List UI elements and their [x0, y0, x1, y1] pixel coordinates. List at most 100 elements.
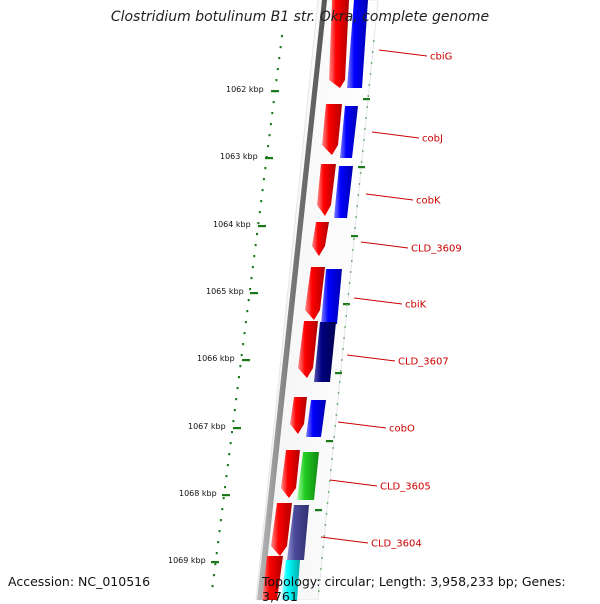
scale-dot: [247, 299, 250, 302]
gene-label[interactable]: cbiK: [405, 300, 427, 311]
track-dashes: [315, 40, 375, 592]
gene-leader-line: [365, 193, 414, 201]
track-edge-dot: [320, 568, 322, 570]
cds-block[interactable]: [287, 505, 309, 560]
scale-dot: [261, 189, 264, 192]
scale-dot: [275, 79, 278, 82]
track-edge-dot: [362, 150, 364, 152]
scale-dot: [233, 409, 236, 412]
gene-label[interactable]: CLD_3604: [371, 539, 422, 550]
scale-tick: [250, 292, 258, 295]
scale-dot: [257, 222, 260, 225]
scale-tick-label: 1062 kbp: [226, 85, 264, 94]
track-edge-dot: [330, 469, 332, 471]
track-edge-dot: [341, 359, 343, 361]
scale-dot: [278, 57, 281, 60]
track-dash: [315, 509, 322, 512]
scale-dots: [211, 35, 283, 588]
genome-backbone: [257, 0, 327, 600]
track-edge-dot: [334, 425, 336, 427]
track-edge-dot: [332, 447, 334, 449]
scale-dot: [235, 398, 238, 401]
scale-dot: [242, 343, 245, 346]
cds-arrow[interactable]: [305, 267, 325, 320]
scale-dot: [256, 233, 259, 236]
scale-dot: [281, 35, 283, 38]
track-edge-dot: [353, 238, 355, 240]
gene-label[interactable]: CLD_3605: [380, 482, 431, 493]
cds-block[interactable]: [334, 166, 353, 218]
cds-block[interactable]: [340, 106, 358, 158]
gene-leader-line: [337, 421, 387, 429]
track-edge-dot: [344, 326, 346, 328]
cds-block[interactable]: [314, 322, 336, 382]
track-edge-dot: [371, 51, 374, 53]
track-edge-dot: [336, 403, 339, 405]
scale-dot: [222, 497, 225, 500]
scale-dot: [226, 464, 229, 467]
cds-arrow[interactable]: [271, 503, 292, 556]
gene-label[interactable]: cobO: [389, 424, 415, 435]
scale-dot: [240, 354, 243, 357]
track-edge-dot: [370, 62, 373, 64]
cds-arrow[interactable]: [322, 104, 342, 155]
track-edge-dot: [326, 502, 329, 504]
cds-block[interactable]: [347, 0, 368, 88]
gene-leader-line: [378, 49, 428, 57]
track-edge-dot: [351, 260, 353, 262]
track-edge-dot: [346, 304, 349, 306]
gene-label[interactable]: cobK: [416, 196, 441, 207]
cds-arrow[interactable]: [281, 450, 300, 498]
track-edge-dot: [343, 337, 345, 339]
track-edge-dot: [342, 348, 344, 350]
cds-block[interactable]: [321, 269, 342, 324]
track-edge-dot: [348, 282, 351, 284]
scale-tick-label: 1067 kbp: [188, 422, 226, 431]
track-edge-dot: [364, 128, 366, 130]
track-edge-dot: [331, 458, 333, 460]
gene-leader-line: [346, 354, 396, 362]
cds-arrow[interactable]: [317, 164, 336, 216]
cds-block[interactable]: [281, 560, 300, 600]
scale-dot: [228, 453, 231, 456]
track-edge-dot: [329, 480, 331, 482]
scale-dot: [260, 200, 263, 203]
track-edge-dot: [338, 381, 341, 383]
scale-tick: [222, 494, 230, 497]
scale-dot: [225, 475, 228, 478]
scale-dot: [244, 321, 247, 324]
scale-dot: [243, 332, 246, 335]
scale-tick: [233, 427, 241, 430]
scale-dot: [246, 310, 249, 313]
track-edge-dot: [355, 216, 357, 218]
scale-dot: [279, 46, 282, 49]
scale-ticks: 1062 kbp 1063 kbp 1064 kbp 1065 kbp 1066 kbp…: [168, 85, 279, 565]
scale-tick: [258, 225, 266, 228]
cds-block[interactable]: [297, 452, 319, 500]
track-edge-dot: [367, 95, 369, 97]
cds-arrow[interactable]: [262, 556, 283, 600]
track-edge-dot: [337, 392, 340, 394]
cds-arrow[interactable]: [290, 397, 307, 434]
track-edge-dot: [369, 73, 372, 75]
gene-label[interactable]: cobJ: [422, 134, 443, 145]
cds-arrow[interactable]: [298, 321, 318, 378]
track-edge-dot: [325, 513, 328, 515]
track-edge-dot: [335, 414, 338, 416]
reverse-cds-track: [281, 0, 368, 600]
scale-tick-label: 1066 kbp: [197, 354, 235, 363]
scale-dot: [269, 123, 272, 126]
gene-label[interactable]: cbiG: [430, 52, 452, 63]
cds-arrow[interactable]: [312, 222, 329, 256]
track-dash: [335, 372, 342, 375]
track-edge-dot: [349, 271, 352, 273]
cds-block[interactable]: [306, 400, 326, 437]
track-edge-dot: [319, 579, 321, 581]
cds-arrow[interactable]: [329, 0, 349, 88]
gene-label[interactable]: CLD_3607: [398, 357, 449, 368]
scale-dot: [267, 145, 270, 148]
scale-tick-label: 1069 kbp: [168, 556, 206, 565]
gene-label[interactable]: CLD_3609: [411, 244, 462, 255]
scale-dot: [214, 563, 217, 566]
